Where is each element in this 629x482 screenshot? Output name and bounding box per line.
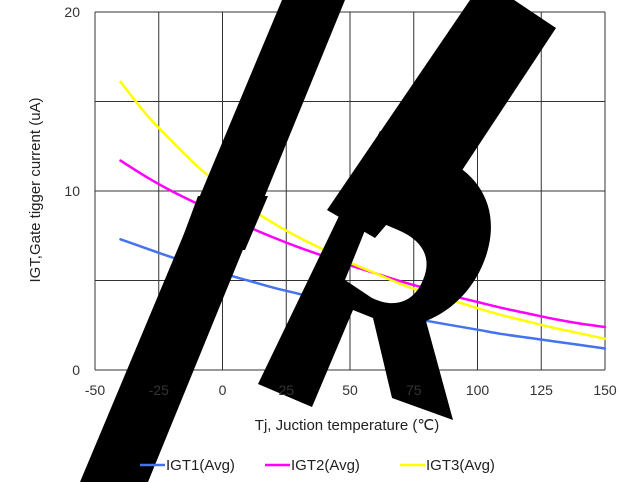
chart-ticks: -50 -25 0 25 50 75 100 125 150 0 10 20 — [64, 4, 616, 398]
legend: IGT1(Avg) IGT2(Avg) IGT3(Avg) — [140, 457, 495, 474]
legend-item: IGT3(Avg) — [400, 457, 495, 474]
x-tick-label: 75 — [406, 382, 422, 398]
x-tick-label: -50 — [85, 382, 105, 398]
x-tick-label: 50 — [342, 382, 358, 398]
x-tick-label: 100 — [466, 382, 490, 398]
legend-label: IGT1(Avg) — [166, 457, 235, 474]
x-tick-label: 150 — [593, 382, 617, 398]
legend-item: IGT1(Avg) — [140, 457, 235, 474]
y-tick-label: 0 — [72, 362, 80, 378]
watermark-stroke — [258, 131, 491, 420]
watermark — [80, 0, 556, 482]
watermark-stroke — [405, 0, 556, 181]
x-axis-label: Tj, Juction temperature (℃) — [255, 417, 439, 434]
y-tick-label: 10 — [64, 183, 80, 199]
y-axis-label: IGT,Gate tigger current (uA) — [27, 97, 44, 282]
y-tick-label: 20 — [64, 4, 80, 20]
legend-label: IGT3(Avg) — [426, 457, 495, 474]
watermark-stroke — [178, 196, 268, 250]
x-tick-label: -25 — [149, 382, 169, 398]
series-line-3 — [119, 80, 607, 340]
legend-label: IGT2(Avg) — [291, 457, 360, 474]
x-tick-label: 125 — [530, 382, 554, 398]
legend-item: IGT2(Avg) — [265, 457, 360, 474]
x-tick-label: 25 — [278, 382, 294, 398]
x-tick-label: 0 — [219, 382, 227, 398]
